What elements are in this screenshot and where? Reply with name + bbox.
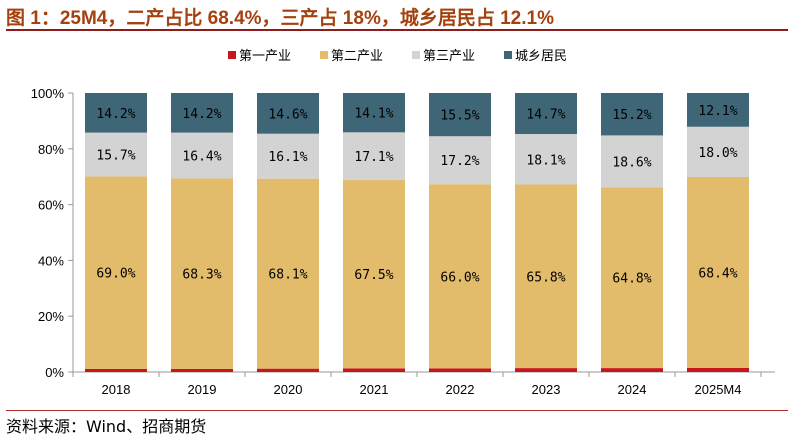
legend-swatch	[504, 51, 512, 59]
bar-第三产业	[171, 132, 233, 179]
bar-第一产业	[171, 368, 233, 372]
data-label: 15.2%	[612, 108, 651, 123]
bar-城乡居民	[429, 93, 491, 137]
bar-城乡居民	[515, 93, 577, 135]
bar-第一产业	[515, 368, 577, 372]
data-label: 14.2%	[182, 107, 221, 122]
data-label: 16.1%	[268, 150, 307, 165]
legend-label: 第一产业	[239, 49, 291, 64]
x-tick-label: 2025M4	[695, 382, 742, 397]
data-label: 69.0%	[96, 267, 135, 282]
title-divider	[6, 29, 788, 31]
data-label: 68.1%	[268, 268, 307, 283]
bar-城乡居民	[687, 93, 749, 127]
x-tick-label: 2023	[532, 382, 561, 397]
bar-第二产业	[601, 187, 663, 369]
x-tick-label: 2022	[446, 382, 475, 397]
y-tick-label: 0%	[45, 365, 64, 380]
bar-第一产业	[343, 368, 405, 372]
data-label: 16.4%	[182, 149, 221, 164]
legend-label: 第三产业	[423, 49, 475, 64]
data-label: 12.1%	[698, 104, 737, 119]
x-tick-label: 2019	[188, 382, 217, 397]
x-tick-label: 2021	[360, 382, 389, 397]
bar-第三产业	[687, 126, 749, 177]
data-label: 14.6%	[268, 107, 307, 122]
data-label: 65.8%	[526, 270, 565, 285]
data-label: 14.1%	[354, 107, 393, 122]
y-tick-label: 40%	[38, 253, 64, 268]
y-tick-label: 100%	[31, 86, 65, 101]
bar-城乡居民	[257, 93, 319, 134]
bar-第二产业	[687, 176, 749, 368]
bar-第一产业	[429, 368, 491, 372]
legend-swatch	[320, 51, 328, 59]
data-label: 17.2%	[440, 154, 479, 169]
data-label: 14.2%	[96, 107, 135, 122]
bar-第一产业	[601, 368, 663, 372]
data-label: 66.0%	[440, 270, 479, 285]
data-label: 15.7%	[96, 149, 135, 164]
stacked-bar-chart: 0% 20% 40% 60% 80% 100% 69.0% 15.7% 14.2% 2018 68.…	[31, 49, 775, 397]
data-label: 68.3%	[182, 268, 221, 283]
bar-第三产业	[257, 133, 319, 179]
data-label: 18.0%	[698, 146, 737, 161]
y-tick-label: 80%	[38, 142, 64, 157]
bar-城乡居民	[601, 93, 663, 136]
bar-第二产业	[515, 184, 577, 369]
bar-城乡居民	[85, 93, 147, 133]
legend-label: 第二产业	[331, 49, 383, 64]
bar-第三产业	[429, 136, 491, 185]
bar-第二产业	[171, 178, 233, 369]
data-label: 14.7%	[526, 108, 565, 123]
data-label: 67.5%	[354, 268, 393, 283]
data-label: 68.4%	[698, 266, 737, 281]
y-tick-label: 60%	[38, 198, 64, 213]
data-label: 18.1%	[526, 153, 565, 168]
bar-第三产业	[515, 134, 577, 185]
bar-第一产业	[687, 367, 749, 372]
bar-第二产业	[85, 176, 147, 369]
data-label: 64.8%	[612, 272, 651, 287]
bar-城乡居民	[343, 93, 405, 133]
bar-第三产业	[343, 132, 405, 181]
bar-第二产业	[343, 180, 405, 369]
data-label: 17.1%	[354, 150, 393, 165]
bar-第一产业	[85, 368, 147, 372]
y-tick-label: 20%	[38, 309, 64, 324]
legend-swatch	[412, 51, 420, 59]
source-note: 资料来源：Wind、招商期货	[6, 417, 207, 436]
bar-第二产业	[257, 178, 319, 369]
legend-swatch	[228, 51, 236, 59]
x-tick-label: 2020	[274, 382, 303, 397]
x-tick-label: 2018	[102, 382, 131, 397]
data-label: 15.5%	[440, 109, 479, 124]
bar-城乡居民	[171, 93, 233, 133]
bar-第三产业	[601, 135, 663, 188]
data-label: 18.6%	[612, 155, 651, 170]
bar-第三产业	[85, 132, 147, 177]
source-divider	[6, 410, 788, 411]
chart-title: 图 1：25M4，二产占比 68.4%，三产占 18%，城乡居民占 12.1%	[6, 8, 554, 29]
legend-label: 城乡居民	[515, 49, 567, 64]
bar-第二产业	[429, 184, 491, 369]
bar-第一产业	[257, 368, 319, 372]
x-tick-label: 2024	[618, 382, 647, 397]
